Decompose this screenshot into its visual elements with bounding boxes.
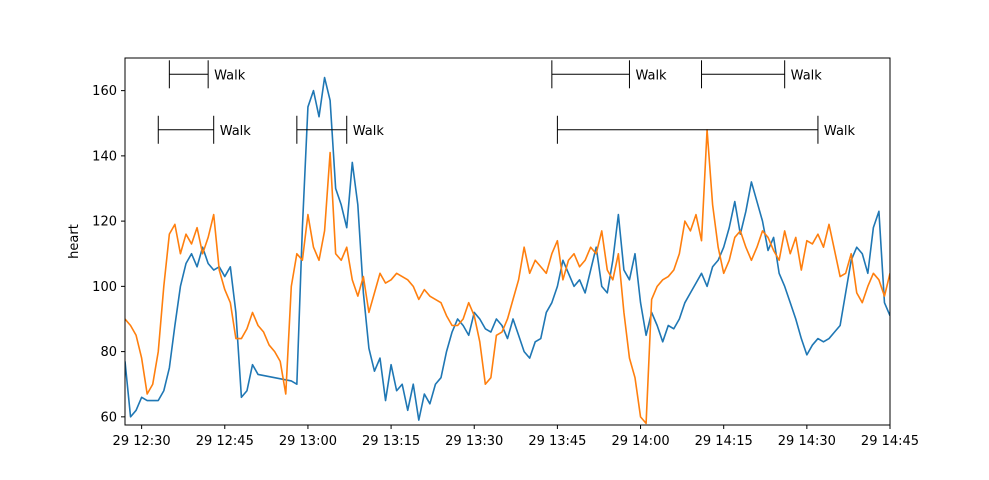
walk-annotation: Walk	[551, 60, 667, 89]
x-tick-label: 29 13:30	[445, 434, 503, 449]
x-tick-label: 29 14:30	[778, 434, 836, 449]
walk-label: Walk	[353, 124, 385, 139]
y-tick-label: 60	[100, 410, 117, 425]
walk-label: Walk	[791, 68, 823, 83]
x-tick-label: 29 14:00	[611, 434, 669, 449]
y-tick-label: 160	[92, 84, 117, 99]
walk-label: Walk	[214, 68, 246, 83]
x-tick-label: 29 13:45	[528, 434, 586, 449]
walk-annotation: Walk	[701, 60, 823, 89]
walk-label: Walk	[220, 124, 252, 139]
y-tick-label: 120	[92, 215, 117, 230]
series-line-2	[125, 128, 890, 425]
walk-annotation: Walk	[157, 115, 252, 144]
walk-label: Walk	[635, 68, 667, 83]
y-axis-label: heart	[67, 224, 82, 259]
walk-annotation: Walk	[296, 115, 385, 144]
x-tick-label: 29 12:45	[196, 434, 254, 449]
y-tick-label: 140	[92, 149, 117, 164]
plot-frame	[124, 57, 891, 426]
x-tick-label: 29 14:45	[861, 434, 919, 449]
walk-annotation: Walk	[556, 115, 856, 144]
y-tick-label: 80	[100, 345, 117, 360]
series-line-1	[125, 76, 890, 421]
walk-annotation: Walk	[168, 60, 246, 89]
x-tick-label: 29 13:15	[362, 434, 420, 449]
x-tick-label: 29 14:15	[695, 434, 753, 449]
walk-label: Walk	[824, 124, 856, 139]
x-tick-label: 29 13:00	[279, 434, 337, 449]
y-tick-label: 100	[92, 280, 117, 295]
x-tick-label: 29 12:30	[113, 434, 171, 449]
